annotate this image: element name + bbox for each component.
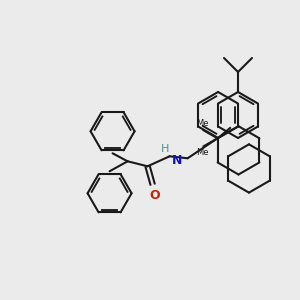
Text: H: H	[161, 144, 170, 154]
Text: Me: Me	[196, 119, 209, 128]
Text: Me: Me	[196, 148, 209, 157]
Text: N: N	[172, 154, 182, 167]
Text: O: O	[149, 189, 160, 202]
